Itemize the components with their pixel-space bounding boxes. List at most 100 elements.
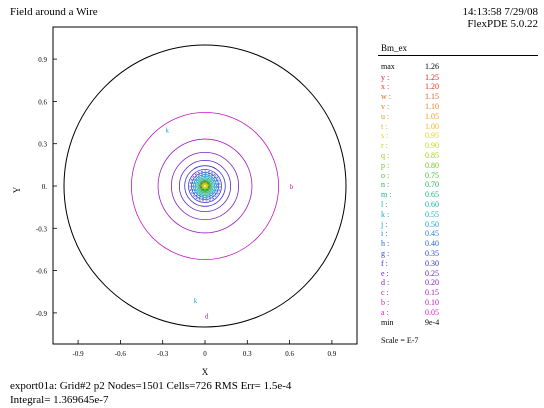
- contour-line: [190, 171, 220, 201]
- y-tick-label: -0.3: [36, 225, 48, 233]
- legend-level-label: g :: [381, 248, 390, 258]
- legend-level-label: p :: [381, 160, 390, 170]
- contour-line: [199, 180, 211, 192]
- x-tick-label: 0.3: [243, 350, 252, 358]
- y-axis-label: Y: [12, 186, 22, 193]
- y-tick-label: 0.9: [38, 56, 47, 64]
- contour-label: k: [166, 127, 170, 135]
- contour-core-ring: [194, 175, 216, 197]
- legend-level-value: 1.25: [425, 72, 439, 82]
- footer-integral: Integral= 1.369645e-7: [10, 394, 109, 406]
- legend-level-label: t :: [381, 121, 388, 131]
- legend-level-label: o :: [381, 170, 390, 180]
- x-tick-label: -0.3: [157, 350, 169, 358]
- contour-core-ring: [196, 177, 214, 195]
- x-tick-label: 0.9: [328, 350, 337, 358]
- legend-level-label: l :: [381, 199, 388, 209]
- legend-level-value: 0.75: [425, 170, 439, 180]
- contour-core-ring: [198, 179, 212, 193]
- legend-level-value: 0.05: [425, 307, 439, 317]
- legend-level-value: 0.30: [425, 258, 439, 268]
- legend-level-value: 0.15: [425, 288, 439, 298]
- legend-level-value: 0.65: [425, 190, 439, 200]
- legend-level-value: 1.10: [425, 101, 439, 111]
- contour-label: b: [290, 183, 294, 191]
- legend-level-value: 0.25: [425, 268, 439, 278]
- contour-label: k: [194, 297, 198, 305]
- y-tick-label: 0.3: [38, 141, 47, 149]
- x-tick-label: -0.6: [115, 350, 127, 358]
- timestamp: 14:13:58 7/29/08: [462, 6, 538, 18]
- legend-level-label: h :: [381, 239, 390, 249]
- legend-level-label: s :: [381, 131, 389, 141]
- legend-title: Bm_ex: [381, 43, 407, 53]
- contour-line: [157, 138, 253, 234]
- x-axis-ticks: -0.9 -0.6 -0.3 0 0.3 0.6 0.9: [73, 340, 337, 358]
- x-tick-label: 0: [203, 350, 207, 358]
- y-tick-label: -0.6: [36, 268, 48, 276]
- legend-level-value: 0.85: [425, 150, 439, 160]
- legend-level-value: 0.35: [425, 248, 439, 258]
- footer-grid-info: export01a: Grid#2 p2 Nodes=1501 Cells=72…: [10, 380, 292, 392]
- legend-level-label: e :: [381, 268, 389, 278]
- contour-core-ring: [200, 181, 210, 191]
- x-tick-label: -0.9: [73, 350, 85, 358]
- y-tick-label: 0.6: [38, 98, 47, 106]
- domain-boundary: [63, 44, 347, 328]
- legend-level-label: j :: [381, 219, 388, 229]
- x-axis-label: X: [202, 367, 209, 377]
- legend-level-value: 0.80: [425, 160, 439, 170]
- y-axis-ticks: 0.9 0.6 0.3 0. -0.3 -0.6 -0.9: [36, 56, 57, 318]
- legend-level-value: 0.90: [425, 141, 439, 151]
- legend-level-value: 0.55: [425, 209, 439, 219]
- legend-min-label: min: [381, 318, 394, 327]
- contour-core-ring: [191, 172, 219, 200]
- contour-line: [197, 178, 213, 194]
- legend-level-label: u :: [381, 111, 390, 121]
- legend-level-label: d :: [381, 278, 390, 288]
- contour-core-ring: [189, 170, 221, 202]
- legend-level-value: 0.10: [425, 297, 439, 307]
- x-tick-label: 0.6: [285, 350, 294, 358]
- legend-level-value: 0.60: [425, 199, 439, 209]
- legend-level-value: 0.50: [425, 219, 439, 229]
- contour-line: [184, 165, 226, 207]
- legend-level-label: b :: [381, 297, 390, 307]
- legend-divider: [378, 55, 538, 56]
- contour-label: d: [205, 313, 209, 321]
- contour-line: [188, 169, 222, 203]
- y-tick-label: -0.9: [36, 310, 48, 318]
- contour-line: [130, 111, 280, 261]
- contour-line: [194, 175, 216, 197]
- contour-lines: [130, 111, 280, 261]
- legend-max-label: max: [381, 62, 395, 71]
- contour-line: [193, 174, 217, 198]
- legend-level-value: 0.70: [425, 180, 439, 190]
- plot-frame: [52, 26, 358, 345]
- legend-level-label: x :: [381, 82, 390, 92]
- legend-level-value: 1.05: [425, 111, 439, 121]
- legend-level-label: c :: [381, 288, 389, 298]
- contour-line: [202, 183, 208, 189]
- contour-line: [170, 151, 240, 221]
- legend-level-label: v :: [381, 101, 390, 111]
- legend-level-value: 1.15: [425, 92, 439, 102]
- chart-title: Field around a Wire: [10, 6, 98, 18]
- timestamp-block: 14:13:58 7/29/08 FlexPDE 5.0.22: [463, 6, 538, 30]
- legend-level-label: r :: [381, 141, 388, 151]
- contour-line: [202, 183, 208, 189]
- legend-min-value: 9e-4: [425, 318, 440, 327]
- legend-level-label: a :: [381, 307, 389, 317]
- legend-level-label: q :: [381, 150, 390, 160]
- software-version: FlexPDE 5.0.22: [467, 18, 538, 30]
- legend-level-value: 0.95: [425, 131, 439, 141]
- legend-level-label: w :: [381, 92, 391, 102]
- legend-level-value: 1.00: [425, 121, 439, 131]
- legend-level-value: 0.40: [425, 239, 439, 249]
- y-tick-label: 0.: [42, 183, 48, 191]
- legend-level-label: f :: [381, 258, 388, 268]
- contour-line: [202, 183, 208, 189]
- legend-scale: Scale = E-7: [381, 336, 419, 345]
